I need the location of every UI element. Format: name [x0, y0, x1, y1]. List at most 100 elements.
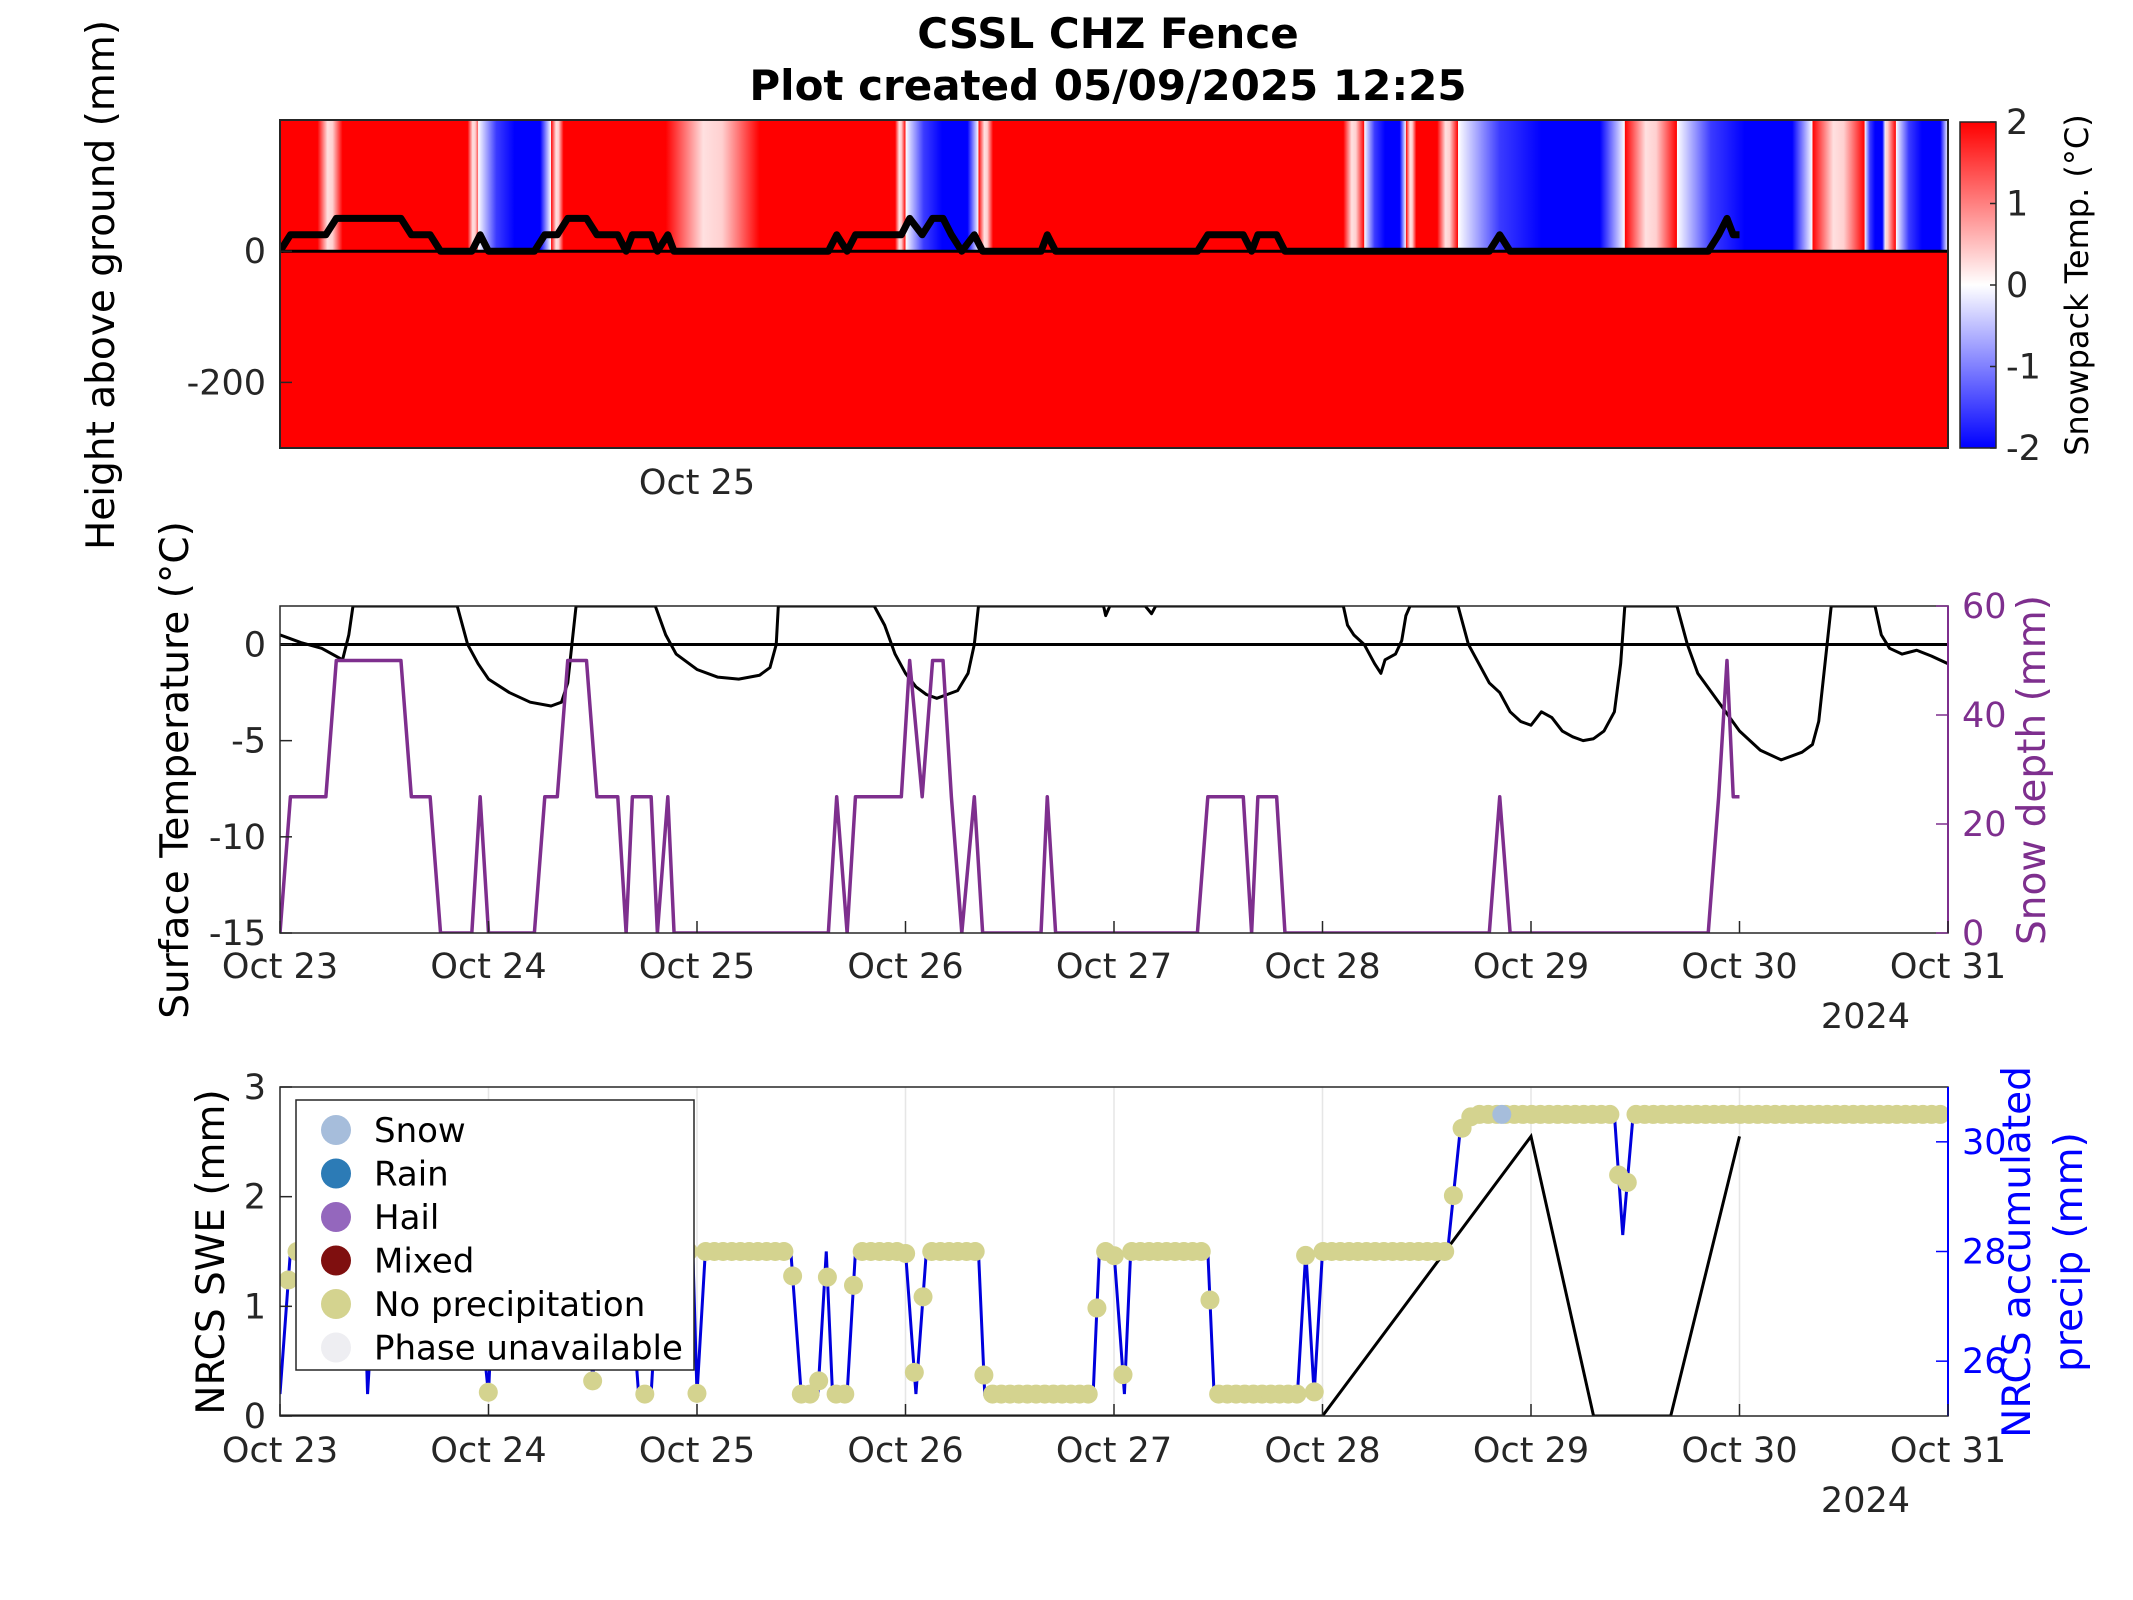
- precip-phase-marker: [809, 1371, 829, 1391]
- colorbar-tick-label: 1: [2006, 185, 2028, 225]
- surface-temp-y-tick-label: -5: [231, 722, 266, 762]
- surface-temp-plot-area: [280, 606, 1948, 933]
- colorbar-ticks: 2 1 0 -1 -2: [1990, 103, 2041, 469]
- heatmap-cold-band: [1364, 120, 1406, 252]
- surface-temperature-line: [280, 606, 1948, 762]
- swe-y-axis-label: NRCS SWE (mm): [189, 1089, 234, 1414]
- colorbar-tick-label: -1: [2006, 348, 2041, 388]
- snow-depth-y-ticks: 60 40 20 0: [1936, 587, 2007, 954]
- heatmap-transition-band: [978, 120, 994, 252]
- precip-phase-marker: [904, 1362, 924, 1382]
- precip-phase-marker: [774, 1242, 794, 1261]
- precip-phase-marker: [1617, 1172, 1637, 1192]
- legend-label: No precipitation: [374, 1285, 645, 1325]
- swe-x-tick-label: Oct 25: [639, 1431, 755, 1471]
- heatmap-transition-band: [1343, 120, 1365, 252]
- swe-y-tick-label: 1: [244, 1287, 266, 1327]
- heatmap-cold-band: [1458, 120, 1625, 252]
- heatmap-y-axis-label: Height above ground (mm): [79, 20, 124, 550]
- precip-y-ticks: 30 28 26: [1936, 1087, 2007, 1416]
- surface-temp-y-axis-label: Surface Temperature (°C): [153, 521, 198, 1019]
- precip-phase-marker: [965, 1242, 985, 1261]
- legend-label: Snow: [374, 1111, 466, 1151]
- heatmap-cold-band: [1864, 120, 1886, 252]
- surface-temp-x-tick-label: Oct 26: [847, 947, 963, 987]
- heatmap-y-tick-label: -200: [187, 363, 266, 403]
- swe-x-tick-label: Oct 30: [1681, 1431, 1797, 1471]
- precip-phase-marker: [1296, 1245, 1316, 1265]
- colorbar-tick-label: 0: [2006, 266, 2028, 306]
- precip-phase-marker: [1113, 1365, 1133, 1385]
- heatmap-transition-band: [1624, 120, 1677, 252]
- legend-label: Hail: [374, 1198, 439, 1238]
- snow-depth-y-tick-label: 0: [1962, 914, 1984, 954]
- year-label-panel2: 2024: [1821, 997, 1910, 1037]
- colorbar-tick-label: 2: [2006, 103, 2028, 143]
- swe-x-tick-label: Oct 31: [1890, 1431, 2006, 1471]
- legend-marker: [321, 1332, 351, 1363]
- legend-marker: [321, 1202, 351, 1232]
- precip-phase-marker: [1600, 1104, 1620, 1124]
- precip-phase-marker: [1930, 1104, 1948, 1124]
- swe-x-tick-label: Oct 24: [430, 1431, 546, 1471]
- legend-marker: [321, 1245, 351, 1276]
- precip-phase-marker: [1191, 1242, 1211, 1261]
- precip-phase-marker: [913, 1287, 933, 1307]
- precip-phase-marker: [1304, 1382, 1324, 1402]
- surface-temp-y-tick-label: 0: [244, 625, 266, 665]
- precip-phase-marker: [896, 1243, 916, 1263]
- chart-subtitle: Plot created 05/09/2025 12:25: [749, 61, 1466, 110]
- snow-depth-y-tick-label: 40: [1962, 696, 2007, 736]
- nrcs-swe-line: [280, 1132, 1741, 1416]
- year-label-panel3: 2024: [1821, 1481, 1910, 1521]
- surface-temp-x-tick-label: Oct 27: [1056, 947, 1172, 987]
- heatmap-x-tick-label: Oct 25: [639, 463, 755, 503]
- precip-phase-marker: [835, 1384, 855, 1404]
- heatmap-transition-band: [665, 120, 760, 252]
- precip-phase-marker: [1443, 1186, 1463, 1206]
- heatmap-cold-band: [478, 120, 552, 252]
- surface-temp-x-tick-label: Oct 29: [1473, 947, 1589, 987]
- precip-phase-marker: [1087, 1298, 1107, 1318]
- surface-temp-x-tick-label: Oct 31: [1890, 947, 2006, 987]
- heatmap-transition-band: [1405, 120, 1417, 252]
- heatmap-transition-band: [467, 120, 481, 252]
- swe-y-tick-label: 3: [244, 1068, 266, 1108]
- colorbar-label: Snowpack Temp. (°C): [2058, 114, 2096, 456]
- surface-temp-x-tick-label: Oct 23: [222, 947, 338, 987]
- swe-y-tick-label: 0: [244, 1397, 266, 1437]
- surface-temp-x-tick-label: Oct 28: [1264, 947, 1380, 987]
- swe-y-tick-label: 2: [244, 1178, 266, 1218]
- precip-phase-marker: [583, 1371, 603, 1391]
- heatmap-transition-band: [551, 120, 564, 252]
- surface-temp-y-tick-label: -15: [209, 914, 266, 954]
- snowpack-temperature-panel: 0 -200 Oct 25 2 1 0 -1 -2 Snowpack Temp. (°C)…: [79, 20, 2096, 550]
- surface-temp-x-tick-label: Oct 30: [1681, 947, 1797, 987]
- swe-x-tick-label: Oct 26: [847, 1431, 963, 1471]
- heatmap-cold-band: [1676, 120, 1813, 252]
- heatmap-y-tick-label: 0: [244, 232, 266, 272]
- legend-label: Phase unavailable: [374, 1329, 683, 1369]
- chart-title: CSSL CHZ Fence: [917, 9, 1298, 58]
- swe-x-tick-label: Oct 28: [1264, 1431, 1380, 1471]
- precip-y-tick-label: 26: [1962, 1342, 2007, 1382]
- snow-depth-line: [280, 658, 1740, 933]
- swe-x-tick-label: Oct 23: [222, 1431, 338, 1471]
- precip-phase-marker: [1200, 1290, 1220, 1310]
- heatmap-transition-band: [1437, 120, 1459, 252]
- heatmap-y-ticks: 0 -200: [187, 232, 292, 403]
- precip-phase-marker: [478, 1382, 498, 1402]
- heatmap-transition-band: [1812, 120, 1865, 252]
- swe-x-tick-label: Oct 29: [1473, 1431, 1589, 1471]
- precip-phase-marker: [1078, 1384, 1098, 1404]
- heatmap-area: [280, 120, 1948, 448]
- heatmap-transition-band: [895, 120, 906, 252]
- precip-y-axis-label-line2: precip (mm): [2047, 1132, 2092, 1372]
- precip-phase-marker: [817, 1267, 837, 1287]
- snow-depth-y-tick-label: 60: [1962, 587, 2007, 627]
- precip-phase-marker: [1287, 1384, 1307, 1404]
- surface-temp-x-ticks: Oct 23 Oct 24 Oct 25 Oct 26 Oct 27 Oct 28 Oct …: [222, 921, 2006, 987]
